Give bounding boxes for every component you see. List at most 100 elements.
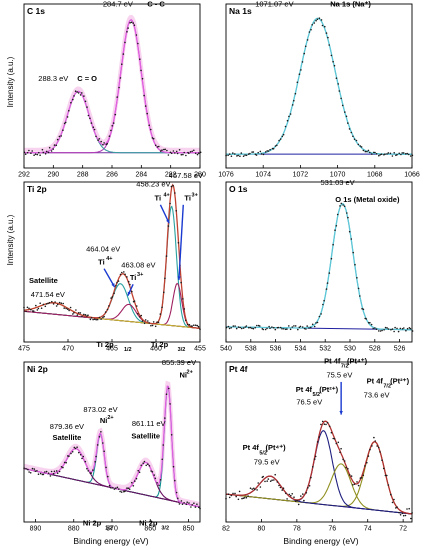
data-point xyxy=(137,469,139,472)
data-point xyxy=(33,154,35,156)
data-point xyxy=(357,143,360,146)
data-point xyxy=(262,475,265,478)
annotation-label: (Pt⁴⁺) xyxy=(266,443,287,452)
x-tick-label: 74 xyxy=(364,526,372,533)
data-point xyxy=(370,323,373,326)
data-point xyxy=(387,484,390,486)
data-point xyxy=(40,307,43,310)
data-point xyxy=(63,307,65,309)
data-point xyxy=(124,41,126,44)
data-point xyxy=(194,152,197,155)
annotation-label: 75.5 eV xyxy=(326,371,352,380)
data-point xyxy=(230,155,233,157)
data-point xyxy=(391,328,394,330)
data-point xyxy=(347,216,349,219)
data-point xyxy=(141,77,144,80)
data-point xyxy=(242,155,245,157)
data-point xyxy=(77,92,80,94)
annotation-label: O 1s (Metal oxide) xyxy=(335,195,400,204)
data-point xyxy=(44,305,47,308)
data-point xyxy=(247,153,250,155)
data-point xyxy=(379,330,382,332)
data-point xyxy=(35,304,37,307)
data-point xyxy=(72,313,74,315)
data-point xyxy=(343,460,346,462)
data-point xyxy=(245,154,248,157)
data-point xyxy=(255,324,258,327)
data-point xyxy=(172,150,175,152)
data-point xyxy=(164,277,166,280)
x-tick-label: 528 xyxy=(369,346,381,353)
data-point xyxy=(278,139,280,142)
data-point xyxy=(345,115,348,118)
data-point xyxy=(60,135,62,137)
data-point xyxy=(362,149,365,152)
data-point xyxy=(130,21,133,24)
data-point xyxy=(266,150,269,152)
data-point xyxy=(262,153,265,156)
data-point xyxy=(139,58,141,60)
data-point xyxy=(42,303,45,306)
data-point xyxy=(98,436,101,438)
data-point xyxy=(184,319,187,322)
data-point xyxy=(90,122,93,124)
x-tick-label: 1074 xyxy=(255,172,271,179)
data-point xyxy=(44,471,46,473)
annotation-label: (Pt²⁺) xyxy=(319,385,338,394)
data-point xyxy=(397,330,400,333)
data-point xyxy=(87,470,89,472)
data-point xyxy=(366,461,368,464)
data-point xyxy=(118,86,120,89)
annotation-label: Ti xyxy=(98,257,105,266)
data-point xyxy=(405,329,407,332)
data-point xyxy=(276,144,278,147)
data-point xyxy=(357,287,360,290)
data-point xyxy=(257,482,260,484)
data-point xyxy=(234,153,236,155)
data-point xyxy=(286,498,288,500)
data-point xyxy=(132,485,135,487)
data-point xyxy=(53,144,56,146)
data-point xyxy=(29,472,32,474)
data-point xyxy=(108,484,111,487)
component-peak-3 xyxy=(23,303,201,329)
data-point xyxy=(332,437,335,440)
data-point xyxy=(159,313,162,315)
data-point xyxy=(279,486,282,489)
annotation-label: 463.08 eV xyxy=(121,260,155,269)
annotation-label: Ti 2p xyxy=(151,340,169,349)
data-point xyxy=(267,478,270,480)
annotation-label: 288.3 eV xyxy=(38,74,68,83)
data-point xyxy=(196,324,199,327)
data-point xyxy=(313,458,316,460)
data-point xyxy=(384,153,386,155)
data-point xyxy=(81,457,83,460)
data-point xyxy=(244,326,246,328)
data-point xyxy=(288,325,290,327)
panel-o1s: 540 538 536 534 532 530 528 526 O 1s 531.03 eV O 1… xyxy=(220,178,414,353)
data-point xyxy=(121,63,123,65)
data-point xyxy=(303,327,306,330)
data-point xyxy=(84,100,87,103)
data-point xyxy=(262,328,265,331)
data-point xyxy=(235,327,238,330)
data-point xyxy=(127,27,129,29)
data-point xyxy=(371,153,373,155)
data-point xyxy=(32,310,35,312)
data-point xyxy=(245,325,248,327)
data-point xyxy=(410,517,412,520)
data-point xyxy=(406,152,409,155)
data-point xyxy=(393,498,395,501)
data-point xyxy=(340,447,342,450)
data-point xyxy=(49,475,52,477)
data-point xyxy=(108,135,111,137)
data-point xyxy=(156,146,159,148)
data-point xyxy=(28,149,30,152)
data-point xyxy=(293,99,295,102)
data-point xyxy=(228,327,231,330)
data-point xyxy=(96,318,99,321)
x-tick-label: 1076 xyxy=(218,172,234,179)
data-point xyxy=(163,148,165,151)
data-point xyxy=(323,299,325,302)
annotation-label: 7/2 xyxy=(383,384,391,390)
